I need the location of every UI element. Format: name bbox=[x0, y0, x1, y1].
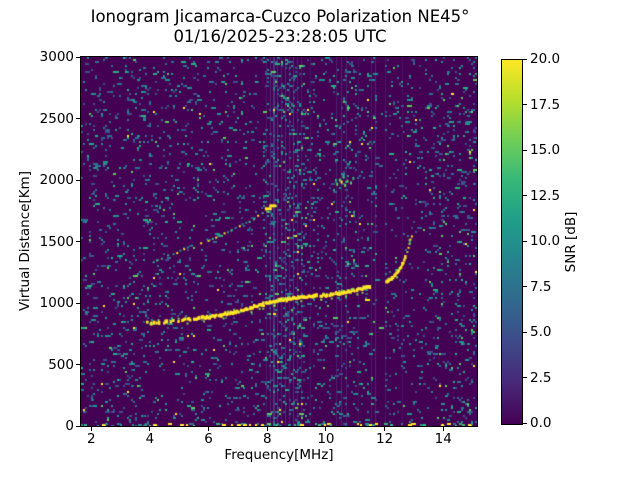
y-tick-label: 3000 bbox=[39, 49, 74, 65]
x-tick-label: 2 bbox=[86, 431, 96, 447]
y-tick-label: 500 bbox=[48, 356, 74, 373]
colorbar-tick-label: 12.5 bbox=[530, 187, 561, 204]
y-tick-label: 0 bbox=[65, 418, 74, 434]
x-tick-label: 8 bbox=[262, 431, 272, 447]
colorbar-tick-mark bbox=[523, 104, 527, 105]
x-tick-mark bbox=[208, 427, 210, 431]
y-tick-mark bbox=[76, 56, 80, 58]
colorbar-tick-mark bbox=[523, 286, 527, 287]
colorbar bbox=[501, 59, 523, 425]
title-block: Ionogram Jicamarca-Cuzco Polarization NE… bbox=[80, 7, 480, 47]
colorbar-tick-mark bbox=[523, 422, 527, 424]
y-tick-label: 2500 bbox=[39, 110, 74, 127]
colorbar-tick-label: 20.0 bbox=[530, 51, 561, 67]
x-axis-label: Frequency[MHz] bbox=[224, 447, 334, 463]
y-tick-mark bbox=[76, 364, 80, 365]
colorbar-tick-mark bbox=[523, 377, 527, 378]
x-tick-label: 6 bbox=[204, 431, 213, 447]
x-tick-mark bbox=[384, 427, 386, 431]
y-tick-mark bbox=[76, 302, 80, 304]
chart-subtitle: 01/16/2025-23:28:05 UTC bbox=[173, 27, 387, 46]
chart-title: Ionogram Jicamarca-Cuzco Polarization NE… bbox=[90, 7, 470, 26]
colorbar-tick-label: 15.0 bbox=[530, 142, 561, 158]
colorbar-tick-label: 17.5 bbox=[530, 96, 561, 113]
colorbar-tick-label: 7.5 bbox=[530, 278, 552, 295]
y-tick-mark bbox=[76, 179, 80, 181]
x-tick-mark bbox=[266, 427, 268, 431]
ionogram-heatmap-canvas bbox=[81, 57, 477, 426]
colorbar-tick-mark bbox=[523, 195, 527, 196]
x-tick-label: 4 bbox=[145, 431, 155, 447]
colorbar-tick-label: 10.0 bbox=[530, 233, 561, 249]
y-tick-label: 1500 bbox=[39, 233, 74, 250]
colorbar-tick-label: 0.0 bbox=[530, 415, 552, 431]
colorbar-tick-mark bbox=[523, 331, 527, 333]
y-tick-mark bbox=[76, 425, 80, 427]
x-tick-label: 10 bbox=[317, 431, 335, 447]
y-tick-mark bbox=[76, 241, 80, 242]
y-tick-mark bbox=[76, 118, 80, 119]
colorbar-gradient bbox=[502, 60, 522, 424]
x-tick-mark bbox=[149, 427, 151, 431]
y-tick-label: 2000 bbox=[39, 172, 74, 188]
colorbar-tick-label: 5.0 bbox=[530, 324, 552, 340]
x-tick-mark bbox=[325, 427, 327, 431]
x-tick-label: 14 bbox=[434, 431, 452, 447]
colorbar-tick-mark bbox=[523, 58, 527, 60]
colorbar-tick-mark bbox=[523, 149, 527, 151]
colorbar-tick-mark bbox=[523, 240, 527, 242]
colorbar-label: SNR [dB] bbox=[563, 211, 579, 273]
colorbar-tick-label: 2.5 bbox=[530, 369, 552, 386]
y-tick-label: 1000 bbox=[39, 295, 74, 311]
x-tick-mark bbox=[442, 427, 444, 431]
x-tick-label: 12 bbox=[376, 431, 394, 447]
x-tick-mark bbox=[90, 427, 92, 431]
